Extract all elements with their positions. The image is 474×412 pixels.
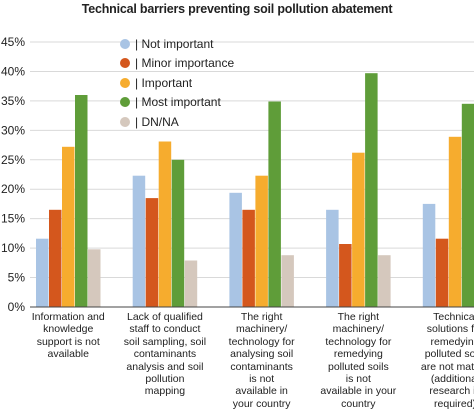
legend-label: | Minor importance: [135, 56, 235, 71]
legend-label: | DN/NA: [135, 114, 179, 129]
y-tick-label: 25%: [1, 153, 25, 167]
bar: [242, 209, 255, 307]
bar: [145, 198, 159, 307]
bar: [36, 238, 49, 307]
bar: [88, 249, 101, 307]
y-tick-label: 5%: [8, 271, 26, 285]
legend-swatch: [120, 97, 130, 108]
bar: [62, 146, 75, 307]
bar: [229, 192, 242, 307]
bar: [448, 136, 462, 307]
bar: [49, 209, 62, 307]
y-tick-label: 40%: [1, 64, 25, 78]
bar: [132, 175, 146, 307]
bars: [36, 73, 474, 307]
legend-label: | Most important: [135, 95, 221, 110]
legend-item: | Minor importance: [120, 54, 234, 74]
legend-swatch: [120, 38, 130, 49]
legend-item: | Important: [120, 73, 234, 93]
bar: [158, 141, 172, 307]
bar: [339, 244, 352, 307]
legend-label: | Important: [135, 75, 193, 90]
y-tick-label: 15%: [1, 212, 25, 226]
bar: [435, 238, 449, 307]
y-tick-label: 10%: [1, 241, 25, 255]
x-tick-label: The right machinery/ technology for anal…: [228, 311, 295, 410]
x-tick-label: Information and knowledge support is not…: [31, 311, 105, 361]
legend-swatch: [120, 77, 130, 88]
bar: [365, 73, 378, 307]
y-tick-label: 45%: [1, 35, 25, 49]
legend-swatch: [120, 58, 130, 69]
legend-item: | DN/NA: [120, 112, 234, 132]
legend-swatch: [120, 116, 130, 127]
y-tick-label: 30%: [1, 123, 25, 137]
y-tick-label: 0%: [8, 300, 26, 314]
bar: [171, 159, 185, 307]
y-tick-label: 20%: [1, 182, 25, 196]
x-tick-label: The right machinery/ technology for reme…: [320, 311, 397, 410]
legend-item: | Not important: [120, 34, 234, 54]
y-tick-label: 35%: [1, 94, 25, 108]
bar: [378, 255, 391, 307]
bar: [326, 209, 339, 307]
legend-label: | Not important: [135, 36, 214, 51]
chart-title: Technical barriers preventing soil pollu…: [81, 2, 393, 16]
bar: [422, 203, 436, 307]
legend-item: | Most important: [120, 93, 234, 113]
x-tick-label: Technical solutions for remedying pollut…: [420, 311, 474, 410]
bar: [281, 255, 294, 307]
x-tick-label: Lack of qualified staff to conduct soil …: [123, 311, 207, 398]
y-axis-ticks: 0% 5% 10% 15% 20% 25% 30% 35% 40% 45%: [1, 35, 25, 314]
bar: [75, 95, 88, 307]
bar: [461, 103, 474, 307]
bar: [184, 260, 198, 307]
bar: [352, 152, 365, 307]
legend: | Not important | Minor importance | Impor…: [120, 34, 234, 132]
bar: [268, 101, 281, 307]
bar: [255, 175, 268, 307]
